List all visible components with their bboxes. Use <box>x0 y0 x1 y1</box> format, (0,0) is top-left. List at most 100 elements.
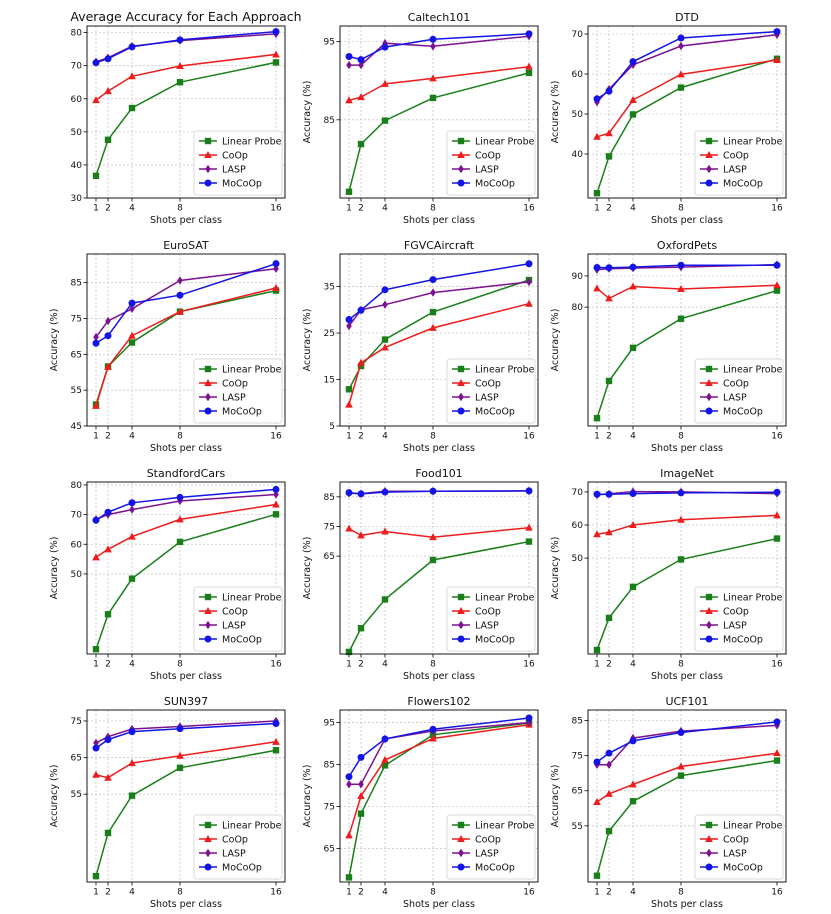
chart-title: SUN397 <box>164 695 208 708</box>
y-axis-label: Accuracy (%) <box>550 81 561 144</box>
legend-marker-coop <box>705 151 713 158</box>
data-point-mocoop <box>381 735 389 743</box>
y-tick-label: 70 <box>572 488 584 498</box>
x-axis-label: Shots per class <box>150 443 222 454</box>
legend-label-linear-probe: Linear Probe <box>475 821 535 832</box>
y-axis-label: Accuracy (%) <box>302 81 313 144</box>
data-point-mocoop <box>677 728 685 736</box>
x-tick-label: 1 <box>346 204 352 214</box>
x-tick-label: 4 <box>630 204 636 214</box>
data-point-coop <box>629 282 637 290</box>
data-point-linear-probe <box>677 556 685 563</box>
legend-marker-coop <box>457 607 465 614</box>
data-point-coop <box>176 62 184 70</box>
data-point-linear-probe <box>272 511 280 518</box>
data-point-coop <box>272 500 280 508</box>
data-point-mocoop <box>128 499 136 507</box>
series-line-coop <box>596 752 778 803</box>
legend-marker-lasp <box>706 620 712 630</box>
data-point-mocoop <box>629 737 637 745</box>
data-point-coop <box>773 749 781 757</box>
data-point-linear-probe <box>92 172 100 180</box>
x-axis-label: Shots per class <box>651 899 723 910</box>
legend-label-mocoop: MoCoOp <box>475 179 515 190</box>
x-tick-label: 8 <box>430 660 436 670</box>
data-point-mocoop <box>128 43 136 51</box>
data-point-coop <box>525 523 533 531</box>
legend-marker-mocoop <box>204 179 212 187</box>
data-point-lasp <box>382 39 388 48</box>
legend-label-mocoop: MoCoOp <box>723 407 763 418</box>
legend-label-lasp: LASP <box>475 621 499 632</box>
legend-marker-linear-probe <box>457 365 465 373</box>
x-tick-label: 16 <box>270 888 282 898</box>
data-point-lasp <box>526 277 532 287</box>
data-point-mocoop <box>357 753 365 761</box>
data-point-coop <box>429 74 437 82</box>
x-tick-label: 2 <box>105 660 111 670</box>
data-point-lasp <box>526 718 532 727</box>
data-point-coop <box>272 737 280 745</box>
y-tick-label: 55 <box>572 822 583 832</box>
legend-marker-lasp <box>205 848 211 858</box>
x-tick-label: 16 <box>270 660 282 670</box>
data-point-coop <box>345 400 353 408</box>
data-point-linear-probe <box>593 414 601 422</box>
plot-frame <box>587 253 787 427</box>
data-point-mocoop <box>128 299 136 307</box>
data-point-linear-probe <box>381 596 389 603</box>
x-tick-label: 4 <box>382 204 388 214</box>
data-point-mocoop <box>357 490 365 498</box>
data-point-coop <box>128 532 136 540</box>
data-point-mocoop <box>429 276 437 284</box>
legend-marker-coop <box>204 151 212 158</box>
x-tick-label: 1 <box>594 888 600 898</box>
y-tick-label: 70 <box>71 62 83 72</box>
data-point-coop <box>593 284 601 292</box>
legend-marker-coop <box>457 151 465 158</box>
data-point-coop <box>773 511 781 519</box>
y-axis-label: Accuracy (%) <box>49 765 60 828</box>
legend-marker-mocoop <box>457 179 465 187</box>
chart-title: EuroSAT <box>163 239 209 252</box>
x-tick-label: 2 <box>358 888 364 898</box>
data-point-linear-probe <box>176 538 184 546</box>
y-tick-label: 50 <box>572 110 584 120</box>
data-point-mocoop <box>381 286 389 294</box>
data-point-lasp <box>358 60 364 70</box>
data-point-coop <box>593 797 601 805</box>
x-axis-label: Shots per class <box>403 899 475 910</box>
x-tick-label: 16 <box>771 888 783 898</box>
legend-label-mocoop: MoCoOp <box>222 407 262 418</box>
data-point-coop <box>128 331 136 339</box>
x-tick-label: 2 <box>606 204 612 214</box>
legend-marker-linear-probe <box>204 821 212 829</box>
y-tick-label: 70 <box>71 511 83 521</box>
data-point-linear-probe <box>345 874 353 881</box>
y-tick-label: 85 <box>572 717 583 727</box>
x-tick-label: 2 <box>606 888 612 898</box>
legend-label-linear-probe: Linear Probe <box>222 821 282 832</box>
data-point-lasp <box>177 276 183 285</box>
series-line-lasp <box>349 35 530 66</box>
legend-label-lasp: LASP <box>222 393 246 404</box>
legend-label-lasp: LASP <box>222 621 246 632</box>
y-tick-label: 95 <box>324 38 335 48</box>
series-line-coop <box>348 526 530 538</box>
chart-panel-flowers102: 65 75 85 95 1 2 4 8 16 Flowers102 Shots per class A… <box>302 695 539 910</box>
x-tick-label: 8 <box>177 660 183 670</box>
chart-panel-food101: 65 75 85 1 2 4 8 16 Food101 Shots per class Accura… <box>302 467 539 682</box>
data-point-coop <box>357 358 365 366</box>
legend: Linear Probe CoOp LASP MoCoOp <box>193 358 283 424</box>
x-tick-label: 8 <box>678 888 684 898</box>
x-tick-label: 16 <box>771 432 783 442</box>
y-axis-label: Accuracy (%) <box>302 309 313 372</box>
x-tick-label: 2 <box>358 432 364 442</box>
legend-box <box>193 130 283 196</box>
y-tick-label: 95 <box>324 719 335 729</box>
x-axis-label: Shots per class <box>651 671 723 682</box>
legend-label-coop: CoOp <box>723 835 749 846</box>
data-point-lasp <box>430 42 436 51</box>
data-point-coop <box>176 515 184 523</box>
